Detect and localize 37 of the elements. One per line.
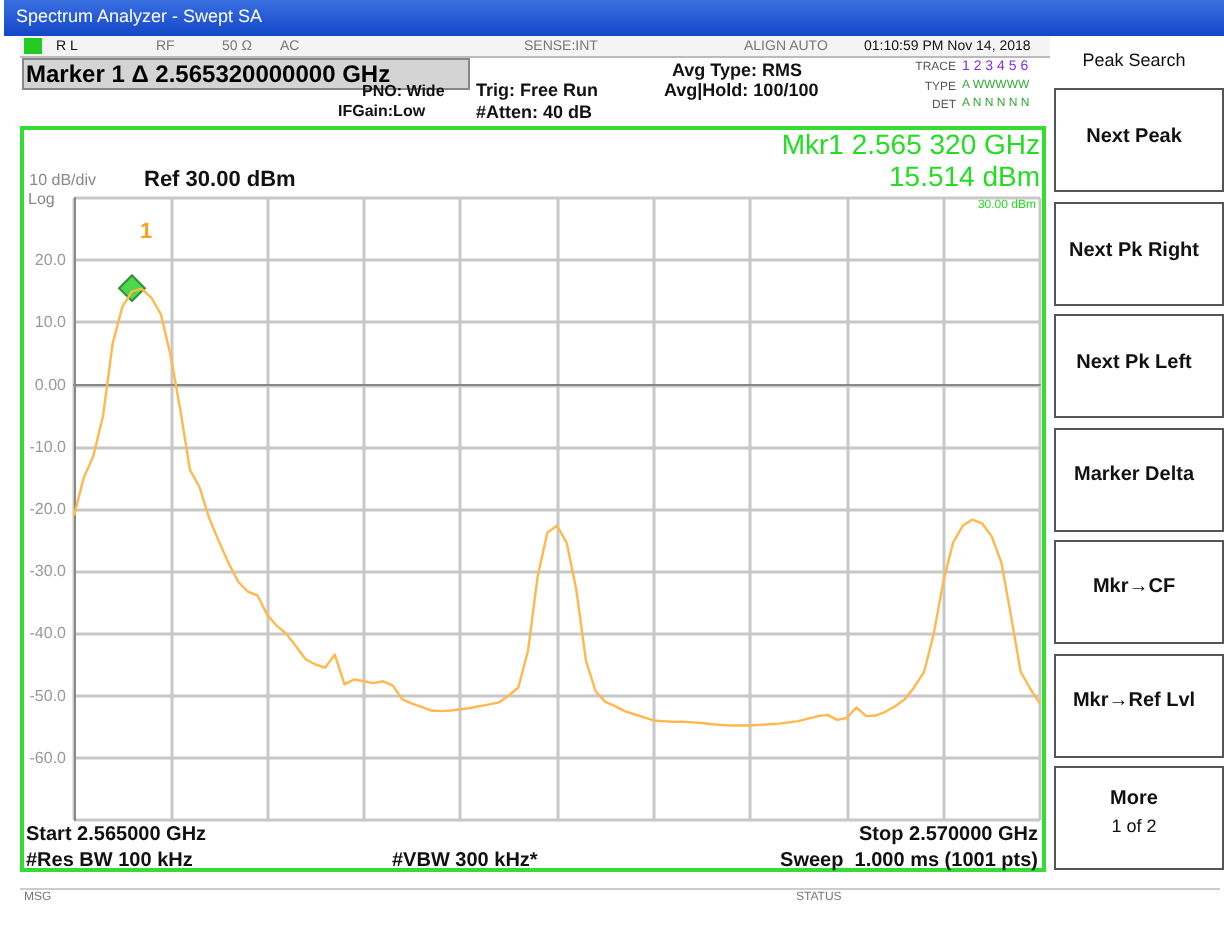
text: More xyxy=(1108,788,1160,810)
text: Log xyxy=(28,190,55,208)
text: Peak Search xyxy=(1080,50,1188,70)
y-tick-label: 10.0 xyxy=(34,313,68,332)
text: Mkr→Ref Lvl xyxy=(1070,690,1198,712)
y-tick-label: -30.0 xyxy=(29,562,68,581)
annotation: 1 xyxy=(140,220,153,244)
text: Start 2.565000 GHz xyxy=(26,824,207,846)
y-tick-label: 20.0 xyxy=(34,251,68,270)
text: 1 of 2 xyxy=(1109,816,1159,836)
text: Next Pk Left xyxy=(1074,352,1194,374)
text: Sweep 1.000 ms (1001 pts) xyxy=(780,850,1038,872)
text: #Atten: 40 dB xyxy=(476,102,593,122)
text: Ref 30.00 dBm xyxy=(144,168,296,192)
y-axis-title: 10 dB/div xyxy=(29,171,96,189)
chart-title: Spectrum Analyzer - Swept SA xyxy=(16,6,263,26)
text: #Res BW 100 kHz xyxy=(26,850,193,872)
y-tick-label: -40.0 xyxy=(29,624,68,643)
text: Trig: Free Run xyxy=(476,80,599,100)
text: Stop 2.570000 GHz xyxy=(859,824,1038,846)
y-tick-label: -50.0 xyxy=(29,686,68,705)
text: PNO: Wide xyxy=(362,82,445,100)
y-tick-label: -10.0 xyxy=(29,437,68,456)
text: Mkr→CF xyxy=(1090,576,1178,598)
text: Avg|Hold: 100/100 xyxy=(664,80,819,100)
text: Next Pk Right xyxy=(1066,240,1201,262)
text: Mkr1 2.565 320 GHz xyxy=(781,128,1040,160)
y-tick-label: -20.0 xyxy=(29,500,68,518)
y-tick-label: 0.00 xyxy=(34,375,68,394)
text: Marker Delta xyxy=(1071,464,1197,486)
text: IFGain:Low xyxy=(338,102,426,120)
chart-subtitle: Marker 1 Δ 2.565320000000 GHz xyxy=(26,60,391,88)
y-tick-label: -60.0 xyxy=(29,748,68,767)
text: Next Peak xyxy=(1084,126,1184,148)
text: #VBW 300 kHz* xyxy=(392,850,538,872)
text: Avg Type: RMS xyxy=(672,60,803,80)
text: 15.514 dBm xyxy=(889,160,1040,192)
